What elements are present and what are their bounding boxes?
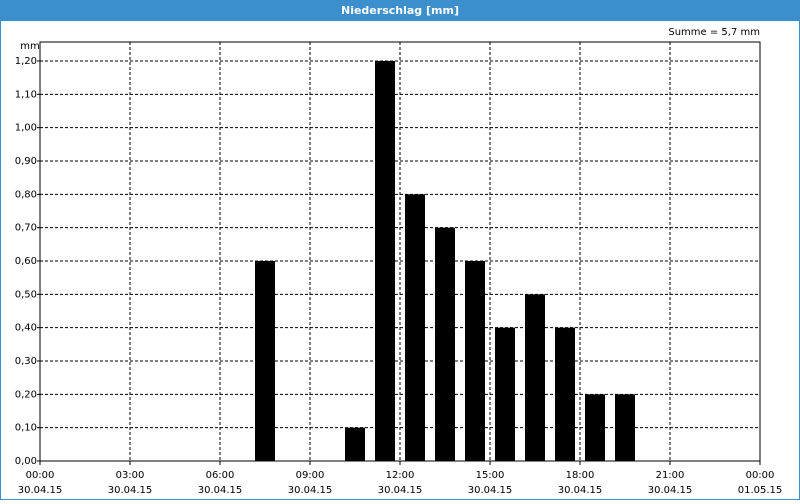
- title-bar: [0, 0, 800, 21]
- x-tick-time: 18:00: [566, 470, 595, 481]
- x-tick-time: 00:00: [746, 470, 775, 481]
- chart-title: Niederschlag [mm]: [341, 4, 459, 17]
- y-tick-label: 0,40: [15, 323, 37, 334]
- y-axis-label: mm: [20, 41, 39, 52]
- bar: [495, 327, 515, 461]
- bar: [525, 294, 545, 461]
- y-tick-label: 0,00: [15, 456, 37, 467]
- x-tick-date: 30.04.15: [648, 485, 693, 496]
- bar: [405, 194, 425, 462]
- x-tick-time: 06:00: [206, 470, 235, 481]
- x-tick-date: 01.05.15: [738, 485, 783, 496]
- y-tick-label: 0,90: [15, 156, 37, 167]
- bar: [615, 394, 635, 461]
- y-tick-label: 0,80: [15, 189, 37, 200]
- x-tick-date: 30.04.15: [198, 485, 243, 496]
- y-tick-label: 0,30: [15, 356, 37, 367]
- x-tick-date: 30.04.15: [288, 485, 333, 496]
- x-tick-date: 30.04.15: [378, 485, 423, 496]
- x-tick-date: 30.04.15: [18, 485, 63, 496]
- y-tick-label: 0,60: [15, 256, 37, 267]
- bar: [345, 427, 365, 461]
- y-tick-label: 0,50: [15, 289, 37, 300]
- y-tick-label: 1,20: [15, 56, 37, 67]
- bar: [375, 61, 395, 461]
- bar: [585, 394, 605, 461]
- plot-area: [39, 41, 761, 462]
- x-tick-time: 09:00: [296, 470, 325, 481]
- x-tick-date: 30.04.15: [558, 485, 603, 496]
- bar: [435, 227, 455, 461]
- plot-frame: [39, 41, 761, 462]
- x-tick-date: 30.04.15: [108, 485, 153, 496]
- y-tick-label: 0,10: [15, 423, 37, 434]
- y-tick-label: 1,00: [15, 123, 37, 134]
- bar: [255, 261, 275, 461]
- x-tick-time: 15:00: [476, 470, 505, 481]
- y-tick-label: 1,10: [15, 89, 37, 100]
- sum-annotation: Summe = 5,7 mm: [668, 27, 760, 38]
- x-tick-time: 00:00: [26, 470, 55, 481]
- x-tick-date: 30.04.15: [468, 485, 513, 496]
- y-tick-label: 0,20: [15, 389, 37, 400]
- x-tick-time: 12:00: [386, 470, 415, 481]
- x-tick-time: 21:00: [656, 470, 685, 481]
- y-tick-label: 0,70: [15, 223, 37, 234]
- x-tick-time: 03:00: [116, 470, 145, 481]
- bar: [555, 327, 575, 461]
- bar: [465, 261, 485, 461]
